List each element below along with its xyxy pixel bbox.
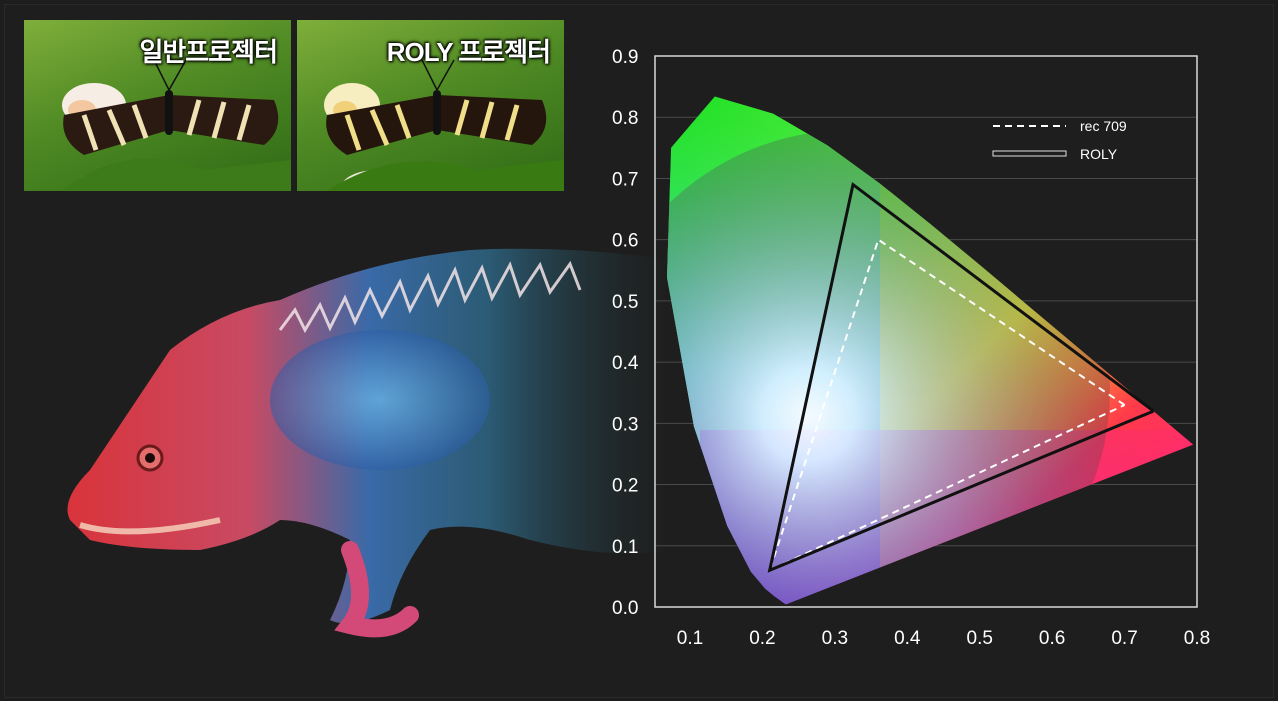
x-tick-label: 0.5: [967, 628, 993, 649]
spectral-locus: [667, 96, 1194, 605]
legend-swatch-roly: [992, 150, 1067, 157]
series-roly-triangle: [767, 181, 1155, 573]
roly-projector-thumbnail: ROLY 프로젝터: [297, 20, 564, 191]
y-tick-label: 0.0: [612, 598, 638, 619]
x-tick-label: 0.6: [1039, 628, 1065, 649]
x-tick-label: 0.3: [822, 628, 848, 649]
normal-projector-label: 일반프로젝터: [139, 37, 278, 67]
legend-label: rec 709: [1080, 118, 1127, 134]
y-tick-label: 0.5: [612, 292, 638, 313]
y-tick-label: 0.4: [612, 353, 639, 374]
x-tick-label: 0.1: [677, 628, 703, 649]
roly-projector-label: ROLY 프로젝터: [386, 37, 551, 67]
y-tick-label: 0.3: [612, 414, 638, 435]
gamut-series: [767, 181, 1155, 573]
x-tick-label: 0.7: [1111, 628, 1137, 649]
y-tick-label: 0.1: [612, 537, 638, 558]
chameleon-illustration: [67, 248, 670, 638]
normal-projector-thumbnail: 일반프로젝터: [24, 20, 291, 191]
series-rec709-triangle: [768, 238, 1126, 573]
y-tick-label: 0.8: [612, 108, 638, 129]
y-tick-label: 0.6: [612, 231, 638, 252]
y-tick-label: 0.7: [612, 169, 638, 190]
x-tick-label: 0.4: [894, 628, 921, 649]
x-tick-label: 0.2: [749, 628, 775, 649]
axes: 0.0 0.1 0.2 0.3 0.4 0.5 0.6 0.7 0.8 0.9 0.1 0.2 0.3 0…: [612, 47, 1210, 649]
butterfly-photo-normal: [24, 59, 291, 191]
legend: rec 709 ROLY: [992, 118, 1127, 162]
y-tick-label: 0.2: [612, 476, 638, 497]
legend-label: ROLY: [1080, 146, 1118, 162]
locus-white-point-glow: [667, 130, 1110, 605]
x-tick-label: 0.8: [1184, 628, 1210, 649]
butterfly-photo-roly: [324, 59, 564, 191]
y-tick-label: 0.9: [612, 47, 638, 68]
plot-frame: [654, 55, 1198, 608]
